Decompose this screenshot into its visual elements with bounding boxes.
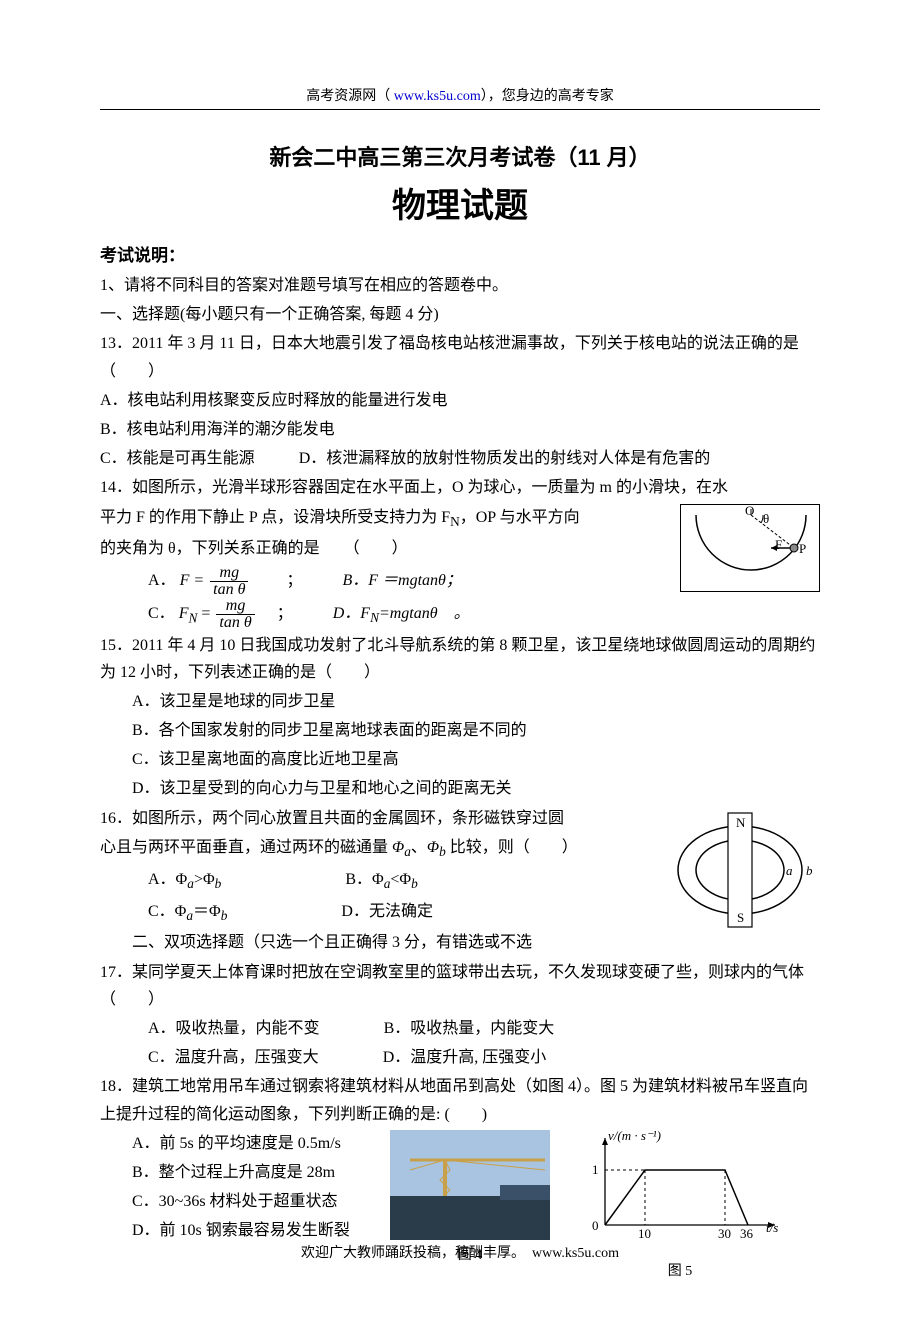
q13-option-a: A．核电站利用核聚变反应时释放的能量进行发电 (100, 387, 820, 414)
q18-graph-xlabel: t/s (766, 1220, 778, 1236)
q18-graph-caption: 图 5 (580, 1260, 780, 1280)
q14-option-d: D．FN=mgtanθ 。 (333, 598, 470, 632)
q18-graph-xtick-36: 36 (740, 1226, 753, 1242)
q14-options-row-2: C． FN = mgtan θ ； D．FN=mgtanθ 。 (100, 598, 820, 632)
instructions-line-1: 1、请将不同科目的答案对准题号填写在相应的答题卷中。 (100, 272, 820, 299)
q13-option-c: C．核能是可再生能源 (100, 450, 255, 467)
q16-option-b: B．Φa<Φb (345, 871, 417, 888)
q17-options-row-1: A．吸收热量，内能不变 B．吸收热量，内能变大 (100, 1015, 820, 1042)
title-line-1: 新会二中高三第三次月考试卷（11 月） (100, 140, 820, 172)
q13-stem: 13．2011 年 3 月 11 日，日本大地震引发了福岛核电站核泄漏事故，下列… (100, 330, 820, 384)
q14-options-row-1: A． F = mgtan θ ； B．F ＝mgtanθ； (100, 565, 670, 598)
q14-option-c: C． FN = mgtan θ ； (148, 598, 293, 632)
q18-option-d: D．前 10s 钢索最容易发生断裂 (100, 1217, 360, 1244)
q16-figure: N S a b (670, 805, 820, 935)
q16-fig-label-b: b (806, 863, 813, 879)
q16-option-d: D．无法确定 (341, 903, 433, 920)
instructions-heading: 考试说明： (100, 241, 820, 266)
q14-fig-label-f: F (775, 537, 782, 553)
q14-option-b: B．F ＝mgtanθ； (342, 565, 461, 597)
q18-graph-ytick-1: 1 (592, 1162, 599, 1178)
q18-graph-xtick-30: 30 (718, 1226, 731, 1242)
q15-option-c: C．该卫星离地面的高度比近地卫星高 (100, 746, 820, 773)
q18-graph-xtick-10: 10 (638, 1226, 651, 1242)
q14-fig-label-theta: θ (763, 511, 769, 527)
q17-stem: 17．某同学夏天上体育课时把放在空调教室里的篮球带出去玩，不久发现球变硬了些，则… (100, 959, 820, 1013)
q18-option-b: B．整个过程上升高度是 28m (100, 1159, 360, 1186)
q18-option-c: C．30~36s 材料处于超重状态 (100, 1188, 360, 1215)
header-url: www.ks5u.com (394, 89, 481, 104)
page-header: 高考资源网（ www.ks5u.com），您身边的高考专家 (100, 85, 820, 105)
q14-figure: O θ F P (680, 504, 820, 592)
section-1-heading: 一、选择题(每小题只有一个正确答案, 每题 4 分) (100, 301, 820, 328)
q18-options: A．前 5s 的平均速度是 0.5m/s B．整个过程上升高度是 28m C．3… (100, 1130, 360, 1247)
page-footer: 欢迎广大教师踊跃投稿，稿酬丰厚。 www.ks5u.com (0, 1242, 920, 1262)
q14-fig-label-p: P (799, 541, 806, 557)
q17-option-d: D．温度升高, 压强变小 (383, 1049, 547, 1066)
q13-option-b: B．核电站利用海洋的潮汐能发电 (100, 416, 820, 443)
q15-stem: 15．2011 年 4 月 10 日我国成功发射了北斗导航系统的第 8 颗卫星，… (100, 632, 820, 686)
title-line-2: 物理试题 (100, 178, 820, 227)
q15-option-a: A．该卫星是地球的同步卫星 (100, 688, 820, 715)
q18-graph: v/(m · s⁻¹) 1 0 10 30 36 t/s (580, 1130, 780, 1260)
q17-option-b: B．吸收热量，内能变大 (384, 1020, 555, 1037)
header-rule (100, 109, 820, 110)
q16-fig-label-n: N (736, 815, 745, 831)
q15-option-b: B．各个国家发射的同步卫星离地球表面的距离是不同的 (100, 717, 820, 744)
q14-stem-1: 14．如图所示，光滑半球形容器固定在水平面上，O 为球心，一质量为 m 的小滑块… (100, 474, 820, 501)
q18-graph-ytick-0: 0 (592, 1218, 599, 1234)
q18-stem: 18．建筑工地常用吊车通过钢索将建筑材料从地面吊到高处（如图 4）。图 5 为建… (100, 1073, 820, 1127)
q18-photo (390, 1130, 550, 1240)
q17-option-a: A．吸收热量，内能不变 (148, 1020, 320, 1037)
q16-fig-label-a: a (786, 863, 793, 879)
q14-fig-label-o: O (745, 503, 754, 519)
header-text-after: ），您身边的高考专家 (481, 89, 614, 104)
q14-option-a: A． F = mgtan θ ； (148, 565, 302, 598)
page: 高考资源网（ www.ks5u.com），您身边的高考专家 新会二中高三第三次月… (0, 0, 920, 1340)
q13-options-cd: C．核能是可再生能源 D．核泄漏释放的放射性物质发出的射线对人体是有危害的 (100, 445, 820, 472)
q18-option-a: A．前 5s 的平均速度是 0.5m/s (100, 1130, 360, 1157)
q16-option-a: A．Φa>Φb (148, 871, 221, 888)
q16-option-c: C．Φa＝Φb (148, 903, 227, 920)
q15-option-d: D．该卫星受到的向心力与卫星和地心之间的距离无关 (100, 775, 820, 802)
q18-graph-ylabel: v/(m · s⁻¹) (608, 1128, 661, 1144)
q17-option-c: C．温度升高，压强变大 (148, 1049, 319, 1066)
q13-option-d: D．核泄漏释放的放射性物质发出的射线对人体是有危害的 (299, 450, 711, 467)
header-text-before: 高考资源网（ (306, 89, 394, 104)
q16-fig-label-s: S (737, 910, 744, 926)
q17-options-row-2: C．温度升高，压强变大 D．温度升高, 压强变小 (100, 1044, 820, 1071)
